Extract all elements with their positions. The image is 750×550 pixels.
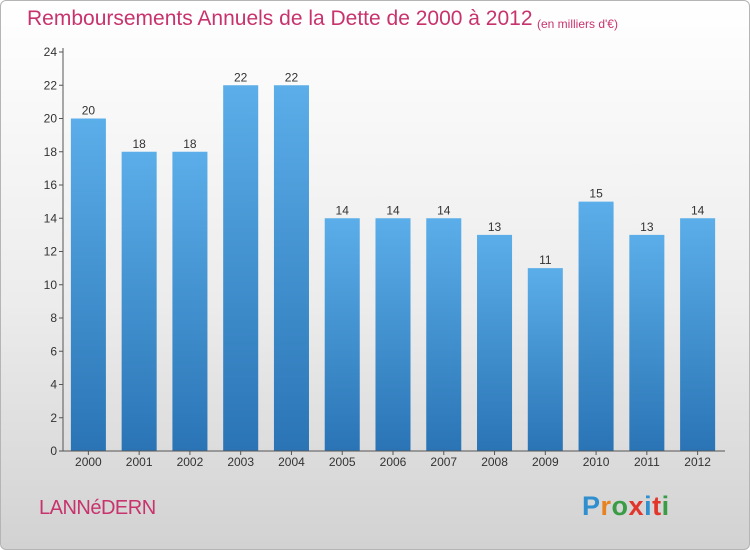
x-tick-label-2000: 2000 — [75, 455, 102, 469]
value-label-2005: 14 — [336, 203, 350, 217]
logo-letter: P — [582, 491, 601, 521]
value-label-2003: 22 — [234, 70, 248, 84]
x-tick-label-2010: 2010 — [583, 455, 610, 469]
value-label-2010: 15 — [589, 187, 603, 201]
value-label-2004: 22 — [285, 70, 299, 84]
value-label-2001: 18 — [132, 137, 146, 151]
bar-2010 — [578, 201, 614, 452]
x-tick-label-2011: 2011 — [634, 455, 660, 469]
proxiti-logo: Proxiti — [582, 491, 670, 522]
bar-2002 — [172, 151, 208, 451]
y-tick-label-18: 18 — [44, 145, 58, 159]
y-tick-label-14: 14 — [44, 211, 58, 225]
y-tick-label-10: 10 — [44, 278, 58, 292]
bar-2011 — [629, 234, 665, 451]
x-tick-label-2003: 2003 — [227, 455, 254, 469]
bar-2008 — [477, 234, 513, 451]
bar-2012 — [680, 218, 716, 451]
chart-subtitle: (en milliers d'€) — [537, 17, 618, 31]
y-tick-label-16: 16 — [44, 178, 58, 192]
x-tick-label-2008: 2008 — [481, 455, 508, 469]
value-label-2008: 13 — [488, 220, 502, 234]
logo-letter: i — [661, 491, 670, 521]
value-label-2011: 13 — [640, 220, 654, 234]
logo-letter: r — [600, 491, 612, 521]
x-tick-label-2006: 2006 — [380, 455, 407, 469]
value-label-2002: 18 — [183, 137, 197, 151]
bar-2003 — [223, 85, 259, 451]
bar-2006 — [375, 218, 411, 451]
logo-letter: x — [628, 491, 645, 521]
value-label-2007: 14 — [437, 203, 451, 217]
commune-name: LANNéDERN — [39, 497, 156, 519]
logo-letter: t — [652, 491, 662, 521]
value-label-2009: 11 — [539, 253, 552, 267]
x-tick-label-2001: 2001 — [126, 455, 153, 469]
x-tick-label-2009: 2009 — [532, 455, 559, 469]
y-tick-label-0: 0 — [50, 444, 57, 458]
x-tick-label-2007: 2007 — [430, 455, 457, 469]
bar-2000 — [70, 118, 106, 451]
y-tick-label-12: 12 — [44, 245, 58, 259]
bar-2004 — [273, 85, 309, 451]
x-tick-label-2012: 2012 — [684, 455, 711, 469]
y-tick-label-2: 2 — [50, 411, 57, 425]
x-tick-label-2004: 2004 — [278, 455, 305, 469]
y-tick-label-8: 8 — [50, 311, 57, 325]
bar-2009 — [527, 268, 563, 452]
value-label-2000: 20 — [82, 104, 96, 118]
logo-letter: o — [611, 491, 629, 521]
y-tick-label-4: 4 — [50, 378, 57, 392]
x-tick-label-2002: 2002 — [177, 455, 204, 469]
bar-2001 — [121, 151, 157, 451]
value-label-2012: 14 — [691, 203, 705, 217]
chart-title: Remboursements Annuels de la Dette de 20… — [27, 7, 533, 30]
y-tick-label-20: 20 — [44, 112, 58, 126]
x-tick-label-2005: 2005 — [329, 455, 356, 469]
value-label-2006: 14 — [386, 203, 400, 217]
bar-2005 — [324, 218, 360, 451]
y-tick-label-6: 6 — [50, 344, 57, 358]
bar-2007 — [426, 218, 462, 451]
y-tick-label-24: 24 — [44, 45, 58, 59]
logo-letter: i — [644, 491, 653, 521]
y-tick-label-22: 22 — [44, 78, 58, 92]
